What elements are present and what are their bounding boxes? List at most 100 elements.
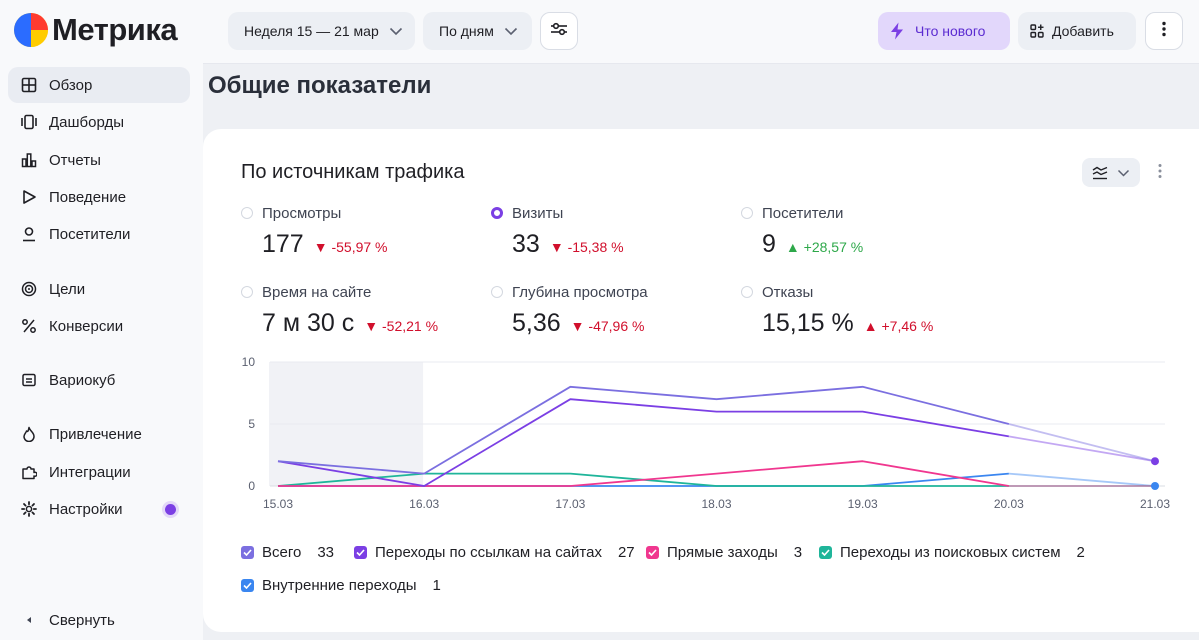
traffic-line-chart[interactable]: 0 5 10 15.03 16.03 17.03 18.03 19.03 20.03 21.03 bbox=[233, 354, 1173, 519]
page-title: Общие показатели bbox=[208, 72, 432, 99]
sidebar-item-integrations[interactable]: Интеграции bbox=[8, 454, 190, 490]
y-tick-label: 0 bbox=[248, 479, 255, 493]
grouping-selector[interactable]: По дням bbox=[423, 12, 532, 50]
y-tick-label: 5 bbox=[248, 417, 255, 431]
legend-count: 1 bbox=[432, 576, 441, 594]
metric-time-on-site[interactable]: Время на сайте 7 м 30 с ▼ -52,21 % bbox=[241, 283, 438, 338]
legend-item-direct[interactable]: Прямые заходы 3 bbox=[646, 542, 802, 562]
checkbox-checked-icon[interactable] bbox=[241, 578, 254, 592]
x-tick-label: 21.03 bbox=[1140, 497, 1170, 511]
metric-value: 5,36 bbox=[512, 309, 561, 337]
period-selector[interactable]: Неделя 15 — 21 мар bbox=[228, 12, 415, 50]
series-line bbox=[277, 398, 1009, 487]
metric-radio[interactable] bbox=[741, 207, 753, 219]
series-line bbox=[278, 460, 1009, 487]
caret-left-icon bbox=[20, 611, 38, 629]
dashboard-icon bbox=[20, 113, 38, 131]
legend-count: 27 bbox=[617, 543, 635, 561]
metric-visits[interactable]: Визиты 33 ▼ -15,38 % bbox=[491, 204, 624, 259]
add-widget-icon bbox=[1030, 24, 1044, 38]
sidebar-item-label: Дашборды bbox=[49, 113, 124, 131]
metric-pageviews[interactable]: Просмотры 177 ▼ -55,97 % bbox=[241, 204, 388, 259]
legend-label: Всего bbox=[262, 543, 302, 561]
chevron-down-icon bbox=[1117, 169, 1130, 177]
legend-label: Переходы из поисковых систем bbox=[840, 543, 1061, 561]
percent-icon bbox=[20, 317, 38, 335]
metric-delta: ▼ -55,97 % bbox=[313, 239, 388, 255]
checkbox-checked-icon[interactable] bbox=[354, 545, 367, 559]
metric-delta: ▼ -15,38 % bbox=[549, 239, 624, 255]
add-label: Добавить bbox=[1052, 23, 1114, 39]
legend-label: Прямые заходы bbox=[667, 543, 778, 561]
more-vertical-icon bbox=[1158, 163, 1162, 184]
metric-delta: ▲ +28,57 % bbox=[785, 239, 864, 255]
metrika-logo-icon bbox=[14, 13, 48, 47]
sidebar-item-label: Обзор bbox=[49, 76, 93, 94]
cube-icon bbox=[20, 371, 38, 389]
notification-dot bbox=[165, 504, 176, 515]
sidebar-item-label: Интеграции bbox=[49, 463, 131, 481]
sidebar-item-reports[interactable]: Отчеты bbox=[8, 142, 190, 178]
more-vertical-icon bbox=[1162, 21, 1166, 42]
legend-item-total[interactable]: Всего 33 bbox=[241, 542, 334, 562]
checkbox-checked-icon[interactable] bbox=[646, 545, 659, 559]
widget-menu-button[interactable] bbox=[1150, 159, 1170, 187]
sidebar-item-behavior[interactable]: Поведение bbox=[8, 179, 190, 215]
metric-radio[interactable] bbox=[491, 286, 503, 298]
sidebar-item-overview[interactable]: Обзор bbox=[8, 67, 190, 103]
sidebar-item-variocube[interactable]: Вариокуб bbox=[8, 362, 190, 398]
collapse-sidebar-button[interactable]: Свернуть bbox=[8, 602, 190, 638]
x-tick-label: 20.03 bbox=[994, 497, 1024, 511]
metrika-logo[interactable]: Метрика bbox=[14, 12, 178, 48]
metric-radio[interactable] bbox=[241, 286, 253, 298]
x-tick-label: 17.03 bbox=[555, 497, 585, 511]
collapse-label: Свернуть bbox=[49, 611, 115, 629]
sidebar-item-label: Конверсии bbox=[49, 317, 124, 335]
metric-value: 15,15 % bbox=[762, 309, 854, 337]
legend-item-internal[interactable]: Внутренние переходы 1 bbox=[241, 575, 441, 595]
metric-label: Визиты bbox=[512, 204, 564, 222]
metric-radio[interactable] bbox=[741, 286, 753, 298]
sidebar-item-conversions[interactable]: Конверсии bbox=[8, 308, 190, 344]
checkbox-checked-icon[interactable] bbox=[241, 545, 254, 559]
legend-count: 33 bbox=[317, 543, 335, 561]
metric-label: Время на сайте bbox=[262, 283, 372, 301]
metric-radio[interactable] bbox=[241, 207, 253, 219]
more-button[interactable] bbox=[1145, 12, 1183, 50]
metric-value: 177 bbox=[262, 230, 304, 258]
sliders-icon bbox=[550, 21, 568, 42]
checkbox-checked-icon[interactable] bbox=[819, 545, 832, 559]
filters-button[interactable] bbox=[540, 12, 578, 50]
legend-item-links[interactable]: Переходы по ссылкам на сайтах 27 bbox=[354, 542, 635, 562]
flame-icon bbox=[20, 425, 38, 443]
sidebar-item-goals[interactable]: Цели bbox=[8, 271, 190, 307]
target-icon bbox=[20, 280, 38, 298]
x-tick-label: 19.03 bbox=[848, 497, 878, 511]
sidebar-item-label: Настройки bbox=[49, 500, 123, 518]
chevron-down-icon bbox=[504, 23, 518, 39]
metric-radio[interactable] bbox=[491, 207, 503, 219]
add-button[interactable]: Добавить bbox=[1018, 12, 1136, 50]
sidebar-item-settings[interactable]: Настройки bbox=[8, 491, 190, 527]
chart-type-selector[interactable] bbox=[1082, 158, 1140, 187]
line-chart-icon bbox=[1092, 166, 1108, 180]
sidebar-item-label: Вариокуб bbox=[49, 371, 116, 389]
metric-bounce-rate[interactable]: Отказы 15,15 % ▲ +7,46 % bbox=[741, 283, 933, 338]
sidebar-item-label: Поведение bbox=[49, 188, 127, 206]
sidebar-item-visitors[interactable]: Посетители bbox=[8, 216, 190, 252]
y-tick-label: 10 bbox=[242, 355, 256, 369]
metric-page-depth[interactable]: Глубина просмотра 5,36 ▼ -47,96 % bbox=[491, 283, 648, 338]
series-line-partial bbox=[1008, 423, 1156, 463]
series-line bbox=[277, 385, 1010, 475]
legend-item-search[interactable]: Переходы из поисковых систем 2 bbox=[819, 542, 1085, 562]
legend-label: Внутренние переходы bbox=[262, 576, 417, 594]
sidebar: Метрика Обзор Дашборды Отчеты Поведение … bbox=[0, 0, 203, 640]
metric-visitors[interactable]: Посетители 9 ▲ +28,57 % bbox=[741, 204, 864, 259]
sidebar-item-dashboards[interactable]: Дашборды bbox=[8, 104, 190, 140]
metric-label: Глубина просмотра bbox=[512, 283, 648, 301]
legend-count: 2 bbox=[1076, 543, 1085, 561]
x-tick-label: 18.03 bbox=[701, 497, 731, 511]
sidebar-item-acquisition[interactable]: Привлечение bbox=[8, 416, 190, 452]
whats-new-button[interactable]: Что нового bbox=[878, 12, 1010, 50]
sidebar-item-label: Привлечение bbox=[49, 425, 142, 443]
